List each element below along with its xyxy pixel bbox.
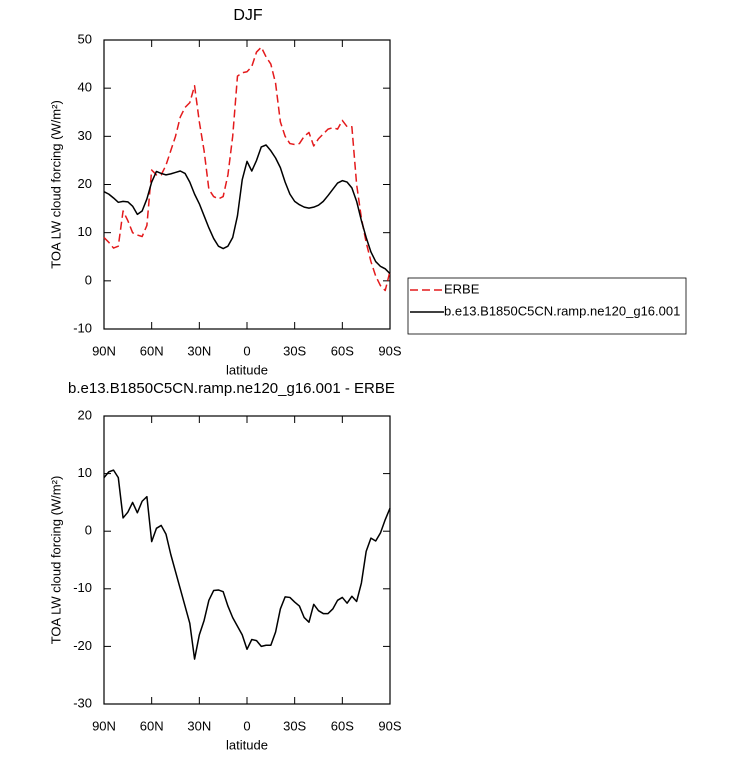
y-tick-label: 20: [78, 407, 92, 422]
x-tick-label: 0: [243, 343, 250, 358]
x-tick-label: 60N: [140, 343, 164, 358]
y-tick-label: 0: [85, 523, 92, 538]
y-tick-label: -20: [73, 638, 92, 653]
x-tick-label: 60N: [140, 718, 164, 733]
y-tick-label: 10: [78, 465, 92, 480]
x-tick-label: 90S: [378, 718, 401, 733]
chart-title: DJF: [233, 7, 263, 24]
chart-title: b.e13.B1850C5CN.ramp.ne120_g16.001 - ERB…: [68, 380, 395, 397]
x-tick-label: 90N: [92, 343, 116, 358]
y-tick-label: -10: [73, 320, 92, 335]
data-line: [103, 144, 391, 275]
y-tick-label: 20: [78, 176, 92, 191]
y-tick-label: -10: [73, 580, 92, 595]
y-tick-label: -30: [73, 695, 92, 710]
legend-box: [407, 277, 687, 335]
plot-frame: [103, 39, 391, 330]
x-axis-label: latitude: [226, 737, 268, 752]
plot-frame: [103, 415, 391, 705]
legend-label: b.e13.B1850C5CN.ramp.ne120_g16.001: [444, 303, 680, 318]
x-axis-label: latitude: [226, 362, 268, 377]
y-tick-label: 10: [78, 224, 92, 239]
y-axis-label: TOA LW cloud forcing (W/m²): [48, 100, 63, 269]
y-tick-label: 30: [78, 128, 92, 143]
y-tick-label: 40: [78, 80, 92, 95]
y-tick-label: 50: [78, 31, 92, 46]
x-tick-label: 30S: [283, 343, 306, 358]
x-tick-label: 60S: [331, 343, 354, 358]
x-tick-label: 90N: [92, 718, 116, 733]
x-tick-label: 30N: [187, 343, 211, 358]
data-line: [103, 469, 391, 660]
x-tick-label: 90S: [378, 343, 401, 358]
x-tick-label: 30N: [187, 718, 211, 733]
y-axis-label: TOA LW cloud forcing (W/m²): [48, 476, 63, 645]
x-tick-label: 30S: [283, 718, 306, 733]
x-tick-label: 0: [243, 718, 250, 733]
x-tick-label: 60S: [331, 718, 354, 733]
y-tick-label: 0: [85, 272, 92, 287]
legend-label: ERBE: [444, 281, 480, 296]
data-line: [103, 46, 391, 292]
